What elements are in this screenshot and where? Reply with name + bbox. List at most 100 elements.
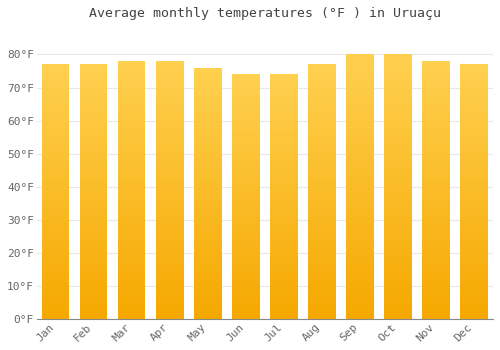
Bar [156, 254, 184, 257]
Bar [422, 120, 450, 123]
Bar [308, 306, 336, 309]
Bar [308, 296, 336, 299]
Bar [118, 187, 146, 190]
Bar [194, 191, 222, 193]
Bar [346, 271, 374, 274]
Bar [422, 296, 450, 298]
Bar [80, 110, 108, 113]
Bar [194, 276, 222, 279]
Bar [156, 144, 184, 146]
Bar [42, 118, 70, 120]
Bar [384, 136, 411, 139]
Bar [384, 195, 411, 197]
Bar [460, 296, 487, 299]
Bar [422, 244, 450, 247]
Bar [118, 64, 146, 66]
Bar [460, 273, 487, 276]
Bar [308, 64, 336, 67]
Bar [118, 213, 146, 216]
Bar [270, 153, 297, 155]
Bar [232, 153, 260, 155]
Bar [460, 154, 487, 156]
Bar [118, 146, 146, 149]
Bar [422, 234, 450, 236]
Bar [80, 283, 108, 286]
Bar [80, 105, 108, 108]
Bar [460, 148, 487, 151]
Bar [118, 262, 146, 265]
Bar [194, 286, 222, 289]
Bar [308, 316, 336, 319]
Bar [270, 106, 297, 108]
Bar [422, 97, 450, 100]
Bar [232, 101, 260, 104]
Bar [156, 92, 184, 94]
Bar [42, 253, 70, 255]
Bar [118, 260, 146, 262]
Bar [194, 216, 222, 218]
Bar [308, 309, 336, 311]
Bar [232, 77, 260, 79]
Bar [270, 77, 297, 79]
Bar [80, 288, 108, 291]
Bar [346, 163, 374, 166]
Bar [308, 194, 336, 197]
Bar [308, 169, 336, 171]
Bar [118, 203, 146, 205]
Bar [270, 148, 297, 150]
Bar [156, 180, 184, 182]
Bar [270, 199, 297, 202]
Bar [460, 222, 487, 225]
Bar [156, 265, 184, 267]
Bar [384, 128, 411, 131]
Bar [270, 189, 297, 192]
Bar [42, 197, 70, 199]
Bar [270, 140, 297, 143]
Bar [422, 260, 450, 262]
Bar [194, 256, 222, 259]
Bar [118, 180, 146, 182]
Bar [194, 188, 222, 191]
Bar [118, 172, 146, 175]
Bar [42, 250, 70, 253]
Bar [422, 172, 450, 175]
Bar [156, 226, 184, 229]
Bar [422, 290, 450, 293]
Bar [384, 181, 411, 184]
Bar [308, 283, 336, 286]
Bar [422, 144, 450, 146]
Bar [118, 128, 146, 131]
Bar [270, 128, 297, 131]
Bar [346, 139, 374, 142]
Bar [308, 268, 336, 271]
Bar [232, 316, 260, 319]
Bar [194, 73, 222, 75]
Bar [346, 184, 374, 187]
Bar [384, 60, 411, 62]
Bar [384, 234, 411, 237]
Bar [42, 243, 70, 245]
Bar [346, 239, 374, 242]
Bar [194, 118, 222, 120]
Bar [42, 171, 70, 174]
Bar [308, 314, 336, 316]
Bar [118, 118, 146, 120]
Bar [422, 229, 450, 231]
Bar [346, 266, 374, 269]
Bar [460, 278, 487, 281]
Bar [118, 298, 146, 301]
Bar [156, 267, 184, 270]
Bar [232, 231, 260, 233]
Bar [156, 270, 184, 273]
Bar [422, 169, 450, 172]
Bar [308, 265, 336, 268]
Bar [80, 80, 108, 82]
Bar [232, 155, 260, 158]
Bar [460, 128, 487, 131]
Bar [232, 143, 260, 145]
Bar [422, 149, 450, 151]
Bar [232, 260, 260, 262]
Bar [384, 232, 411, 234]
Bar [156, 303, 184, 306]
Bar [156, 90, 184, 92]
